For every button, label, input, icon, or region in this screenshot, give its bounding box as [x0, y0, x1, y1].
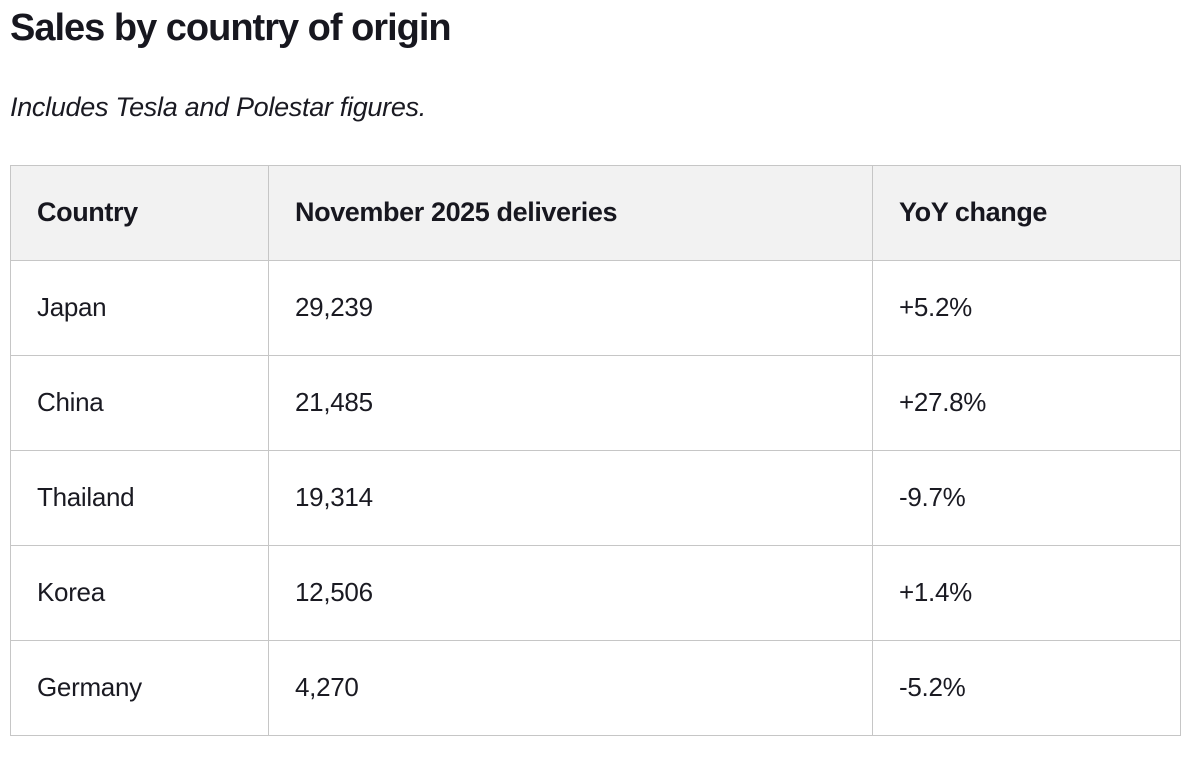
cell-deliveries: 29,239 [268, 259, 873, 356]
table-row: Korea 12,506 +1.4% [10, 544, 1181, 641]
column-header-yoy-change: YoY change [872, 164, 1181, 261]
cell-deliveries: 21,485 [268, 354, 873, 451]
table-note: Includes Tesla and Polestar figures. [10, 91, 426, 122]
column-header-deliveries: November 2025 deliveries [268, 164, 873, 261]
cell-yoy-change: -5.2% [872, 639, 1181, 736]
sales-by-country-table: Country November 2025 deliveries YoY cha… [10, 164, 1181, 736]
cell-deliveries: 19,314 [268, 449, 873, 546]
cell-deliveries: 12,506 [268, 544, 873, 641]
table-header-row: Country November 2025 deliveries YoY cha… [10, 164, 1181, 261]
cell-country: Thailand [10, 449, 269, 546]
cell-yoy-change: +1.4% [872, 544, 1181, 641]
cell-country: Japan [10, 259, 269, 356]
page-title: Sales by country of origin [10, 7, 452, 49]
cell-country: Korea [10, 544, 269, 641]
column-header-country: Country [10, 164, 269, 261]
cell-yoy-change: +5.2% [872, 259, 1181, 356]
table-row: Thailand 19,314 -9.7% [10, 449, 1181, 546]
cell-country: Germany [10, 639, 269, 736]
cell-country: China [10, 354, 269, 451]
table-row: China 21,485 +27.8% [10, 354, 1181, 451]
cell-yoy-change: +27.8% [872, 354, 1181, 451]
table-row: Japan 29,239 +5.2% [10, 259, 1181, 356]
cell-yoy-change: -9.7% [872, 449, 1181, 546]
table-row: Germany 4,270 -5.2% [10, 639, 1181, 736]
article-section: Sales by country of origin Includes Tesl… [0, 6, 1200, 736]
cell-deliveries: 4,270 [268, 639, 873, 736]
